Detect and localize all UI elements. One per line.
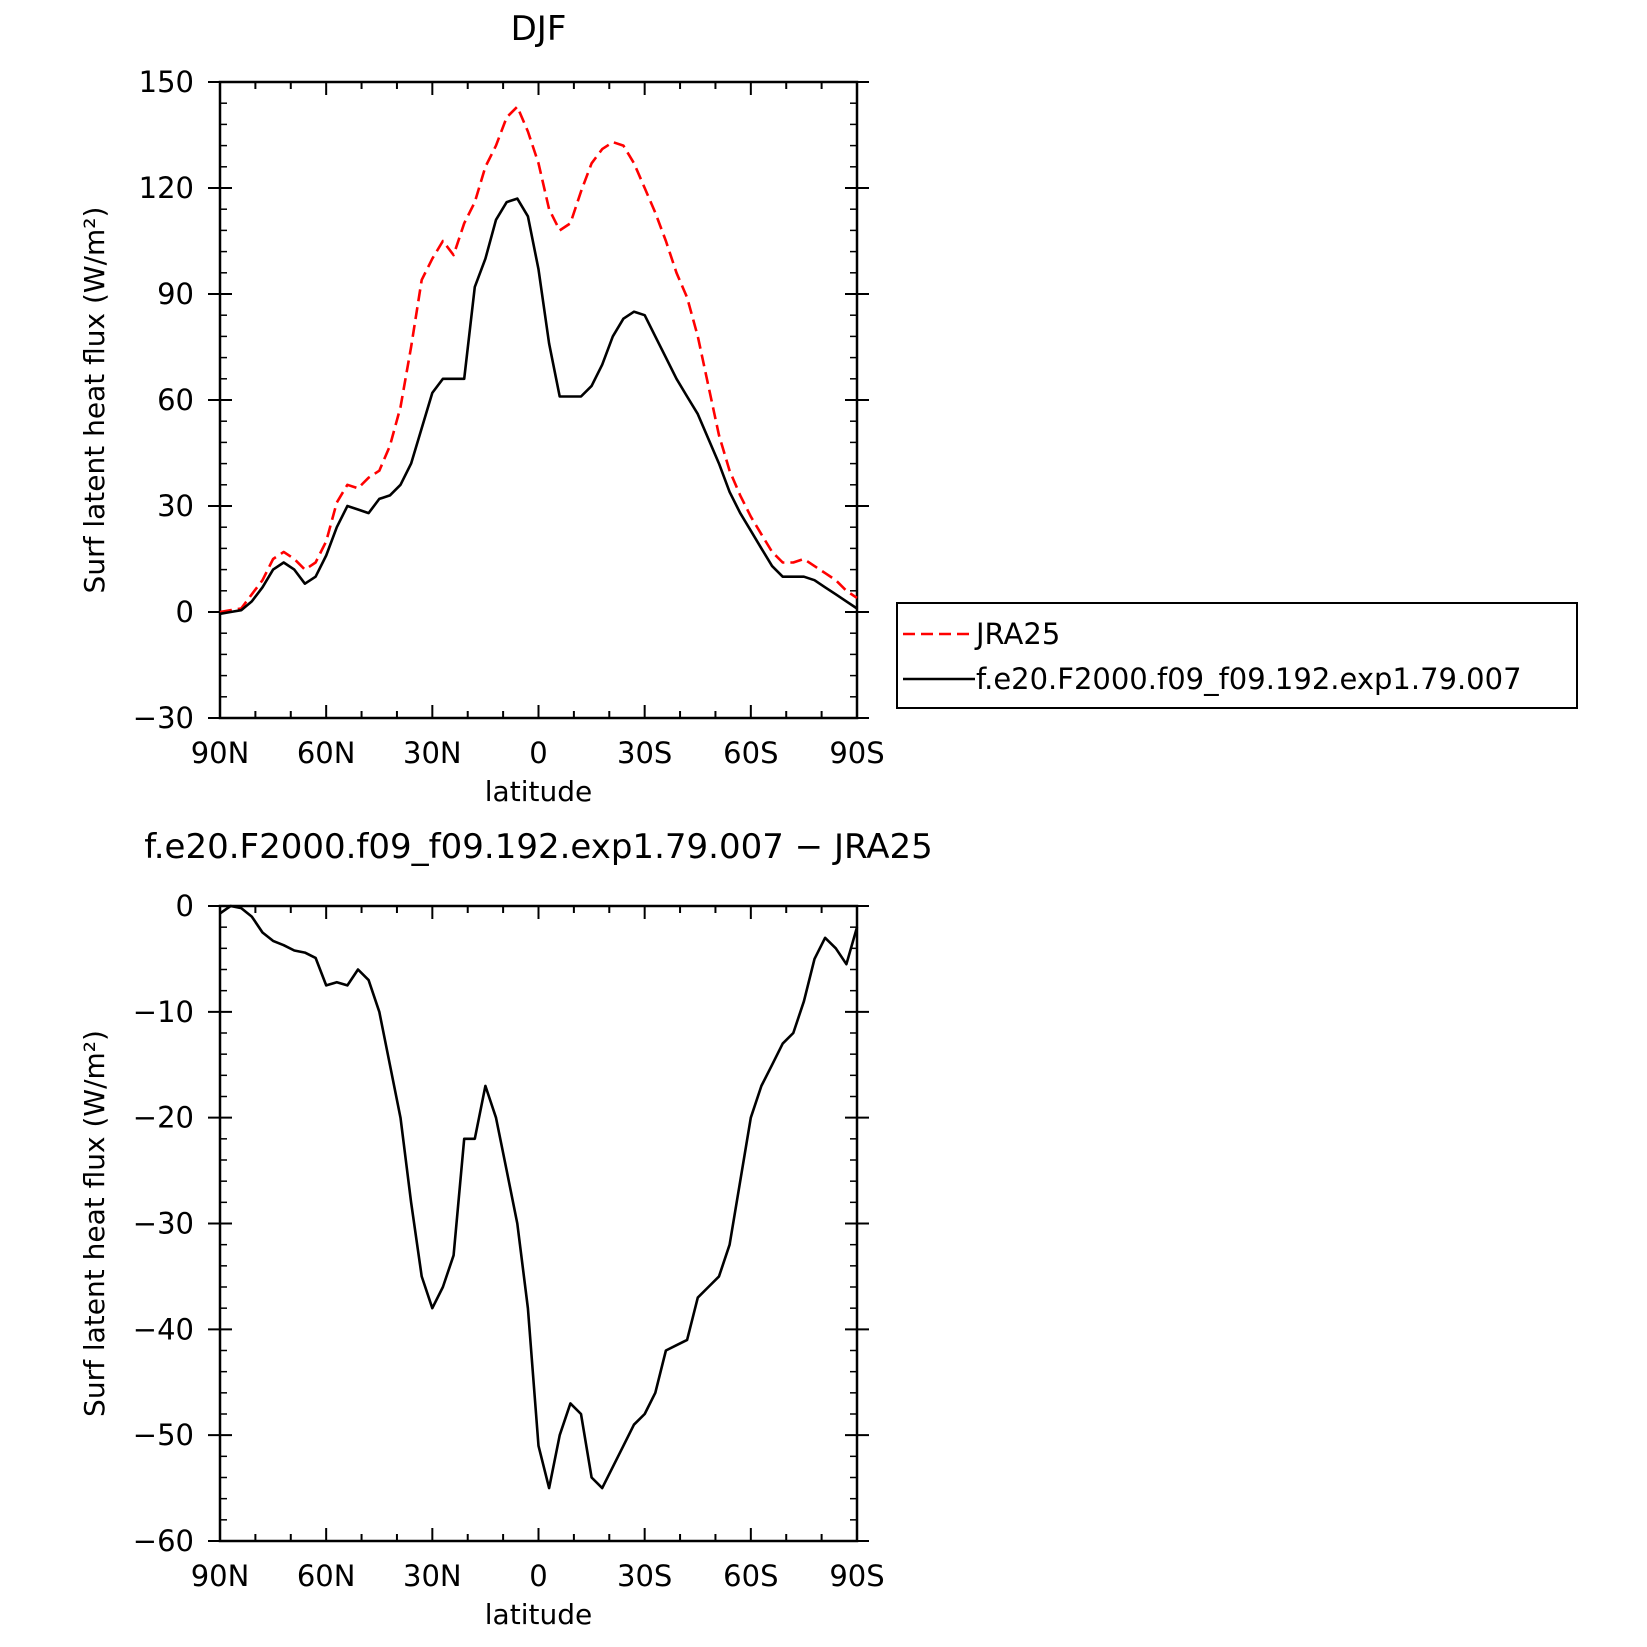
y-tick-label: −60 xyxy=(133,1524,194,1558)
y-axis-label: Surf latent heat flux (W/m²) xyxy=(78,1030,111,1417)
y-tick-label: 60 xyxy=(157,383,194,417)
series-line-1 xyxy=(219,197,858,616)
x-tick-label: 0 xyxy=(529,736,547,770)
x-axis-label: latitude xyxy=(485,1598,592,1631)
panel-title: f.e20.F2000.f09_f09.192.exp1.79.007 − JR… xyxy=(144,827,933,867)
y-tick-label: −10 xyxy=(133,995,194,1029)
plot-frame xyxy=(218,80,859,720)
x-tick-label: 90S xyxy=(829,1559,884,1593)
y-tick-label: −40 xyxy=(133,1312,194,1346)
x-tick-label: 30S xyxy=(617,1559,672,1593)
y-tick-label: 0 xyxy=(176,889,194,923)
series-line-0 xyxy=(219,105,858,614)
y-tick-label: 120 xyxy=(139,171,194,205)
legend-label-0: JRA25 xyxy=(974,617,1060,651)
x-tick-label: 30N xyxy=(403,1559,462,1593)
legend: JRA25 f.e20.F2000.f09_f09.192.exp1.79.007 xyxy=(896,602,1578,709)
x-tick-label: 60N xyxy=(297,1559,356,1593)
bottom-panel-difference: 90N 60N 30N 0 30S 60S 90S 0 −10 −20 −30 −40 −50 −60 la… xyxy=(78,827,933,1631)
y-tick-label: −50 xyxy=(133,1418,194,1452)
x-tick-label: 90N xyxy=(191,736,250,770)
x-tick-label: 90S xyxy=(829,736,884,770)
series-line-0 xyxy=(219,904,859,1490)
x-tick-label: 30N xyxy=(403,736,462,770)
panel-title: DJF xyxy=(511,9,567,49)
legend-label-1: f.e20.F2000.f09_f09.192.exp1.79.007 xyxy=(976,662,1522,696)
y-tick-label: 30 xyxy=(157,489,194,523)
top-panel-djf: 90N 60N 30N 0 30S 60S 90S 150 120 90 60 30 0 −30 latit… xyxy=(78,9,885,808)
y-tick-label: −20 xyxy=(133,1101,194,1135)
y-tick-label: −30 xyxy=(133,1207,194,1241)
x-tick-label: 60S xyxy=(723,1559,778,1593)
y-tick-label: 150 xyxy=(139,65,194,99)
x-tick-label: 90N xyxy=(191,1559,250,1593)
y-tick-label: −30 xyxy=(133,701,194,735)
y-axis-label: Surf latent heat flux (W/m²) xyxy=(78,207,111,594)
y-tick-label: 0 xyxy=(176,595,194,629)
y-tick-label: 90 xyxy=(157,277,194,311)
legend-box xyxy=(896,602,1578,709)
x-tick-label: 30S xyxy=(617,736,672,770)
x-tick-label: 60S xyxy=(723,736,778,770)
x-tick-label: 60N xyxy=(297,736,356,770)
x-tick-label: 0 xyxy=(529,1559,547,1593)
x-axis-label: latitude xyxy=(485,775,592,808)
